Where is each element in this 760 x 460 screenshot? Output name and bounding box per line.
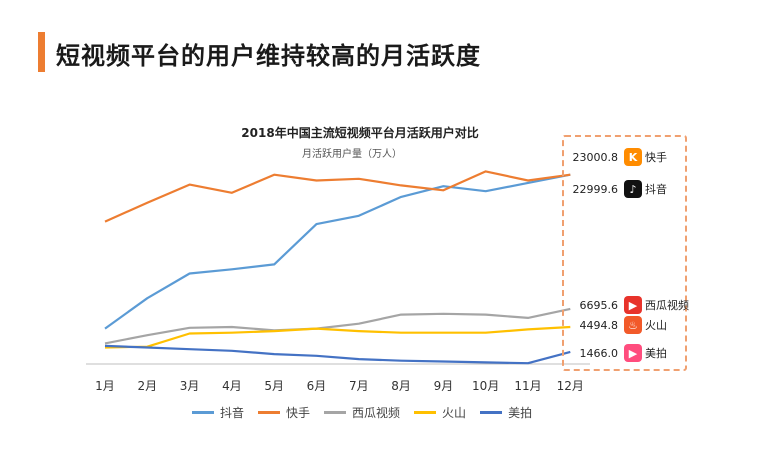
chart-legend: 抖音 快手 西瓜视频 火山 美拍 [192,404,546,420]
x-tick-label: 10月 [472,379,499,393]
chart-title: 2018年中国主流短视频平台月活跃用户对比 [241,125,478,140]
legend-swatch [258,410,281,414]
page-title: 短视频平台的用户维持较高的月活跃度 [56,42,481,70]
legend-item: 快手 [258,404,310,421]
callout-value: 22999.6 [572,182,619,196]
legend-swatch [414,410,437,414]
series-line-3 [104,325,571,349]
legend-swatch [480,410,503,414]
x-tick-label: 2月 [137,379,157,393]
huoshan-icon: ♨ [624,316,642,334]
x-tick-label: 4月 [222,379,242,393]
legend-item: 西瓜视频 [324,404,400,421]
callout-row: 6695.6 ▶ 西瓜视频 [566,296,689,314]
callout-app-name: 快手 [645,151,667,164]
x-tick-label: 12月 [557,379,584,393]
callout-value: 4494.8 [579,318,619,332]
legend-label: 快手 [286,405,311,420]
legend-item: 抖音 [192,404,244,421]
x-tick-label: 6月 [307,379,327,393]
x-tick-label: 11月 [514,379,541,393]
callout-row: 23000.8 K 快手 [566,148,667,166]
legend-label: 美拍 [508,405,533,420]
legend-swatch [324,410,347,414]
x-tick-label: 3月 [180,379,200,393]
series-line-2 [104,307,571,345]
legend-label: 抖音 [220,405,245,420]
callout-app-name: 火山 [645,319,667,332]
legend-swatch [192,410,214,414]
kuaishou-icon: K [624,148,642,166]
legend-label: 西瓜视频 [352,405,401,420]
title-accent-bar [38,32,45,72]
x-tick-label: 1月 [95,379,115,393]
callout-app-name: 抖音 [645,183,667,196]
latest-values-callout [562,135,687,371]
x-tick-label: 9月 [434,379,454,393]
meipai-icon: ▶ [624,344,642,362]
legend-label: 火山 [442,405,467,420]
series-line-4 [104,344,571,365]
callout-row: 4494.8 ♨ 火山 [566,316,667,334]
callout-value: 23000.8 [572,150,619,164]
callout-app-name: 美拍 [645,347,667,360]
callout-value: 1466.0 [579,346,619,360]
callout-value: 6695.6 [579,298,619,312]
xigua-icon: ▶ [624,296,642,314]
x-tick-label: 5月 [264,379,284,393]
legend-item: 美拍 [480,404,532,421]
series-line-0 [104,173,571,330]
x-tick-label: 8月 [391,379,411,393]
legend-item: 火山 [414,404,466,421]
chart-ylabel: 月活跃用户量（万人） [302,147,402,160]
series-line-1 [104,170,571,223]
callout-row: 22999.6 ♪ 抖音 [566,180,667,198]
callout-row: 1466.0 ▶ 美拍 [566,344,667,362]
callout-app-name: 西瓜视频 [645,299,689,312]
douyin-icon: ♪ [624,180,642,198]
x-tick-label: 7月 [349,379,369,393]
